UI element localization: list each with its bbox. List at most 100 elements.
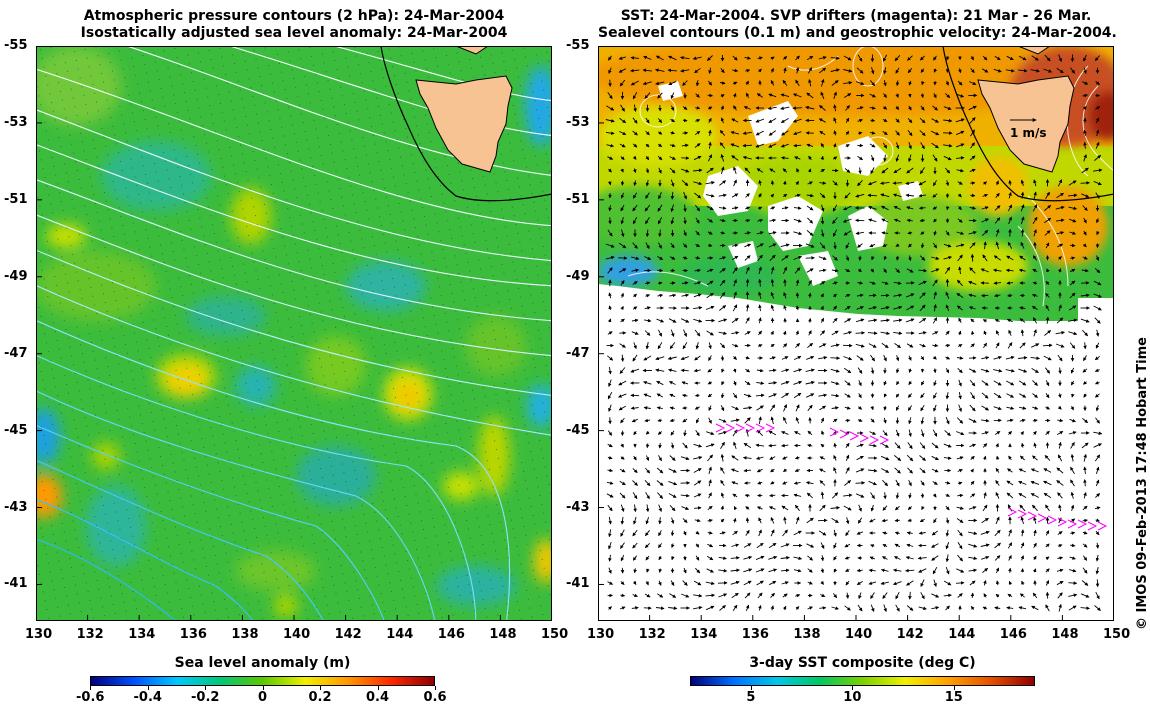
velocity-arrow — [1032, 204, 1038, 212]
velocity-arrow — [780, 156, 789, 160]
velocity-arrow — [607, 156, 614, 160]
velocity-arrow — [883, 93, 887, 98]
velocity-arrow — [919, 292, 926, 299]
velocity-arrow — [770, 67, 774, 73]
velocity-arrow — [932, 279, 938, 287]
velocity-arrow — [745, 68, 751, 73]
velocity-arrow — [843, 55, 852, 61]
velocity-arrow — [931, 118, 939, 123]
velocity-arrow — [769, 493, 776, 498]
velocity-arrow — [933, 55, 937, 61]
velocity-arrow — [719, 129, 726, 136]
velocity-arrow — [1032, 281, 1038, 286]
velocity-arrow — [731, 255, 739, 261]
velocity-arrow — [808, 155, 812, 161]
velocity-arrow — [868, 318, 878, 323]
velocity-arrow — [808, 330, 812, 336]
velocity-arrow — [781, 206, 789, 210]
velocity-arrow — [768, 143, 777, 148]
velocity-arrow — [982, 55, 988, 61]
velocity-arrow — [670, 105, 675, 111]
velocity-arrow — [832, 229, 838, 237]
velocity-arrow — [1081, 167, 1089, 174]
velocity-arrow — [868, 218, 877, 223]
velocity-arrow — [693, 506, 702, 510]
velocity-arrow — [892, 193, 902, 198]
velocity-arrow — [845, 268, 851, 273]
velocity-arrow — [1033, 329, 1037, 337]
velocity-arrow — [1082, 205, 1088, 211]
velocity-arrow — [895, 93, 899, 98]
velocity-arrow — [756, 231, 764, 235]
lat-tick-label: -47 — [4, 345, 28, 361]
velocity-arrow — [907, 231, 913, 235]
velocity-arrow — [768, 443, 777, 448]
velocity-arrow — [1008, 192, 1012, 199]
colorbar-tick-label: 15 — [944, 690, 963, 705]
velocity-arrow — [808, 292, 812, 298]
velocity-arrow — [1032, 268, 1038, 273]
velocity-arrow — [742, 131, 752, 135]
velocity-arrow — [770, 330, 774, 335]
velocity-arrow — [869, 143, 876, 148]
velocity-arrow — [620, 305, 624, 310]
velocity-arrow — [607, 229, 613, 237]
velocity-arrow — [957, 218, 963, 223]
velocity-arrow — [1094, 55, 1101, 61]
land-mass — [977, 75, 1075, 173]
velocity-arrow — [833, 242, 837, 250]
velocity-arrow — [956, 93, 965, 98]
lat-tick-label: -43 — [4, 499, 28, 515]
velocity-arrow — [695, 119, 701, 123]
velocity-arrow — [682, 256, 688, 260]
velocity-arrow — [881, 231, 889, 235]
velocity-arrow — [806, 205, 814, 211]
velocity-arrow — [657, 256, 664, 260]
velocity-arrow — [707, 231, 713, 235]
lon-tick-label: 132 — [638, 627, 666, 642]
velocity-arrow — [957, 330, 962, 335]
velocity-arrow — [806, 55, 814, 61]
velocity-arrow — [1019, 255, 1026, 261]
velocity-arrow — [707, 80, 713, 86]
velocity-arrow — [1055, 218, 1065, 223]
velocity-arrow — [768, 93, 777, 98]
velocity-arrow — [867, 331, 878, 335]
velocity-arrow — [706, 292, 714, 299]
velocity-arrow — [633, 180, 637, 187]
velocity-arrow — [732, 304, 738, 312]
velocity-arrow — [955, 130, 965, 136]
velocity-arrow — [1083, 217, 1087, 224]
velocity-arrow — [620, 593, 626, 598]
velocity-arrow — [695, 93, 700, 98]
velocity-arrow — [668, 55, 677, 61]
velocity-arrow — [693, 181, 703, 186]
velocity-arrow — [758, 317, 762, 324]
velocity-arrow — [870, 268, 874, 273]
velocity-arrow — [630, 80, 639, 86]
velocity-arrow — [818, 118, 826, 123]
velocity-arrow — [619, 79, 626, 87]
velocity-arrow — [1045, 191, 1050, 199]
velocity-arrow — [1069, 243, 1076, 248]
velocity-arrow — [806, 143, 814, 148]
velocity-arrow — [757, 254, 763, 262]
velocity-arrow — [957, 254, 963, 262]
velocity-arrow — [608, 292, 612, 299]
velocity-arrow — [833, 104, 837, 112]
velocity-arrow — [1045, 242, 1050, 249]
velocity-arrow — [893, 218, 901, 223]
velocity-arrow — [943, 143, 953, 148]
velocity-arrow — [705, 193, 715, 198]
velocity-arrow — [783, 193, 788, 198]
velocity-arrow — [744, 331, 751, 335]
velocity-arrow — [945, 230, 950, 236]
velocity-arrow — [744, 255, 751, 261]
velocity-arrow — [907, 118, 913, 124]
velocity-arrow — [620, 229, 625, 238]
velocity-arrow — [843, 330, 853, 335]
velocity-arrow — [1019, 318, 1026, 323]
sea-level-contours — [627, 46, 1114, 307]
velocity-arrow — [632, 155, 637, 160]
velocity-arrow — [770, 278, 775, 287]
